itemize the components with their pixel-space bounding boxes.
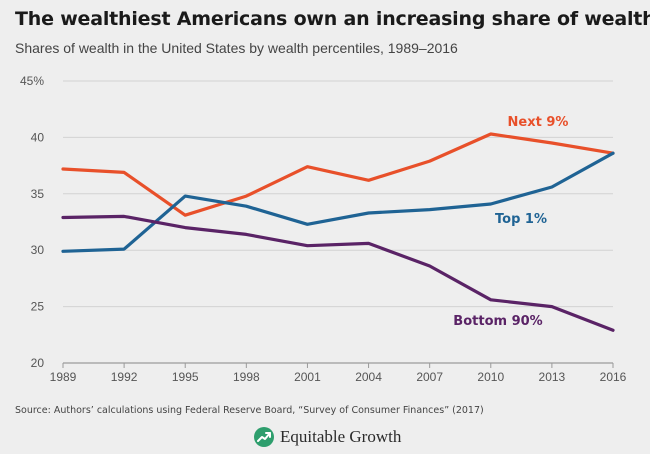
brand-name: Equitable Growth [280,427,402,446]
x-axis-ticks: 1989 1992 1995 1998 2001 2004 2007 2010 2013 2016 [50,363,627,384]
series-label-top-1: Top 1% [495,212,547,227]
series-line-next-9 [61,132,615,217]
source-note: Source: Authors’ calculations using Fede… [15,405,484,416]
x-tick-label: 1998 [233,370,260,384]
x-tick-label: 1989 [50,370,77,384]
brand-logo: Equitable Growth [254,427,401,447]
series-lines [61,132,615,332]
trend-up-icon [254,427,274,447]
x-tick-label: 1992 [111,370,138,384]
x-tick-label: 2016 [600,370,627,384]
series-line-top-1 [61,151,615,253]
chart-subtitle: Shares of wealth in the United States by… [15,40,458,56]
y-tick-label: 30 [31,243,45,257]
y-tick-label: 45% [20,74,44,88]
y-tick-label: 25 [31,300,45,314]
chart-title: The wealthiest Americans own an increasi… [15,8,650,30]
x-tick-label: 2013 [539,370,566,384]
line-chart: 20 25 30 35 40 45% 1989 1992 1995 1998 2001 2004 20… [20,74,627,384]
series-label-bottom-90: Bottom 90% [453,314,542,329]
y-tick-label: 20 [31,356,45,370]
series-line-bottom-90 [61,214,615,332]
x-tick-label: 2004 [355,370,382,384]
y-axis-ticks: 20 25 30 35 40 45% [20,74,44,370]
x-tick-label: 1995 [172,370,199,384]
series-label-next-9: Next 9% [508,115,569,130]
y-tick-label: 40 [31,130,45,144]
x-tick-label: 2007 [416,370,443,384]
x-tick-label: 2001 [294,370,321,384]
y-tick-label: 35 [31,187,45,201]
x-tick-label: 2010 [477,370,504,384]
series-labels: Next 9% Top 1% Bottom 90% [453,115,568,329]
